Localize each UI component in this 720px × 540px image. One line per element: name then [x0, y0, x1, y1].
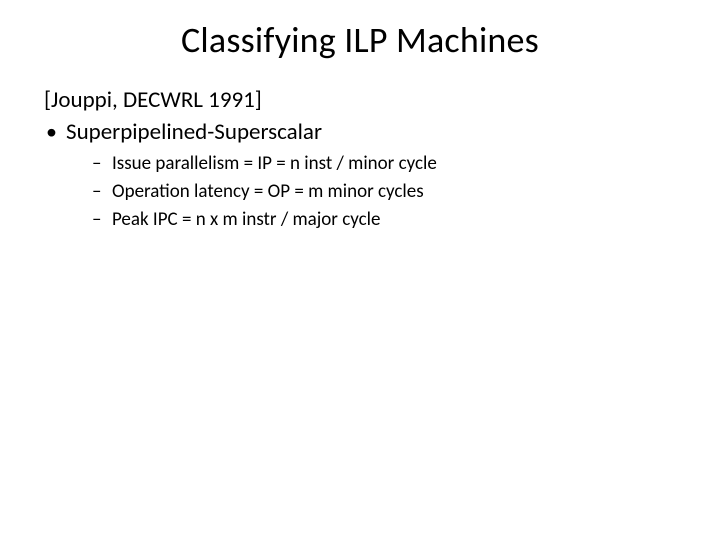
bullet-text: Operation latency = OP = m minor cycles	[112, 180, 424, 203]
list-item: Issue parallelism = IP = n inst / minor …	[92, 152, 680, 176]
bullet-text: Peak IPC = n x m instr / major cycle	[112, 208, 380, 231]
list-item: Peak IPC = n x m instr / major cycle	[92, 208, 680, 232]
citation-line: [Jouppi, DECWRL 1991]	[44, 86, 680, 114]
bullet-list-level2: Issue parallelism = IP = n inst / minor …	[92, 152, 680, 231]
slide: Classifying ILP Machines [Jouppi, DECWRL…	[0, 0, 720, 540]
list-item: Operation latency = OP = m minor cycles	[92, 180, 680, 204]
bullet-text: Superpipelined-Superscalar	[66, 118, 322, 146]
slide-title: Classifying ILP Machines	[40, 18, 680, 62]
bullet-text: Issue parallelism = IP = n inst / minor …	[112, 152, 437, 175]
bullet-list-level1: Superpipelined-Superscalar Issue paralle…	[44, 118, 680, 231]
list-item: Superpipelined-Superscalar Issue paralle…	[44, 118, 680, 231]
